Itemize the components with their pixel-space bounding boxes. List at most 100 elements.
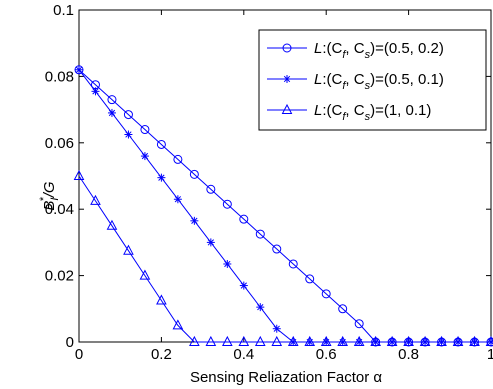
data-point — [239, 214, 249, 224]
data-point — [205, 335, 217, 346]
legend-marker — [283, 75, 291, 83]
legend-label: L:(Cf, Cs)=(1, 0.1) — [314, 102, 431, 123]
data-point — [107, 95, 117, 105]
data-point — [206, 238, 215, 247]
y-axis-label-sup: * — [38, 197, 50, 202]
data-point — [156, 139, 166, 149]
legend-label-subscript: f — [342, 80, 346, 92]
legend-item-3: L:(Cf, Cs)=(1, 0.1) — [267, 102, 431, 123]
data-point — [255, 229, 265, 239]
legend-label-italic: L — [314, 40, 322, 57]
legend-box — [258, 29, 487, 131]
data-point — [173, 154, 183, 164]
legend-label-italic: L — [314, 71, 322, 88]
data-point — [206, 184, 216, 194]
legend-item-1: L:(Cf, Cs)=(0.5, 0.2) — [267, 40, 444, 61]
data-point — [370, 335, 381, 346]
legend-label-subscript: s — [365, 49, 371, 61]
data-point — [123, 110, 133, 120]
y-tick-label: 0.06 — [45, 135, 74, 152]
data-point — [173, 195, 182, 204]
series-group — [73, 65, 493, 347]
data-point — [124, 130, 133, 139]
data-point — [287, 335, 299, 346]
x-tick-label: 0.2 — [151, 346, 172, 363]
data-point — [338, 304, 348, 314]
x-tick-label: 1 — [487, 346, 493, 363]
x-axis-label: Sensing Reliazation Factor α — [190, 369, 382, 386]
data-point — [107, 108, 116, 117]
data-point — [238, 335, 250, 346]
data-point — [436, 335, 447, 346]
data-point — [337, 335, 349, 346]
data-point — [140, 152, 149, 161]
data-point — [272, 324, 281, 333]
data-point — [222, 199, 232, 209]
y-axis-label-main: B — [41, 201, 58, 211]
data-point — [354, 319, 364, 329]
x-tick-label: 0.4 — [233, 346, 254, 363]
legend-label-text: :(C — [322, 71, 342, 88]
axis-ticks: 0 0.2 0.4 0.6 0.8 1 0 0.02 0.04 0.06 0.08 0.1 — [45, 2, 493, 363]
y-tick-label: 0 — [66, 334, 74, 351]
series-3 — [73, 169, 493, 346]
data-point — [403, 335, 414, 346]
legend-label-text: , C — [345, 40, 364, 57]
x-tick-label: 0 — [75, 346, 83, 363]
y-tick-label: 0.04 — [45, 201, 74, 218]
legend-label-text: )=(0.5, 0.1) — [370, 71, 444, 88]
data-point — [90, 194, 101, 205]
data-point — [157, 173, 166, 182]
y-tick-label: 0.1 — [53, 2, 74, 19]
legend-label-subscript: f — [342, 49, 346, 61]
legend-label-subscript: s — [365, 111, 371, 123]
data-point — [172, 319, 184, 330]
data-point — [140, 125, 150, 135]
legend-label-text: , C — [345, 71, 364, 88]
legend-label-text: :(C — [322, 40, 342, 57]
x-tick-label: 0.8 — [398, 346, 419, 363]
data-point — [386, 335, 398, 346]
data-point — [321, 289, 331, 299]
data-point — [190, 216, 199, 225]
y-tick-label: 0.02 — [45, 268, 74, 285]
legend: L:(Cf, Cs)=(0.5, 0.2)L:(Cf, Cs)=(0.5, 0.… — [258, 29, 487, 131]
data-point — [189, 169, 199, 179]
legend-marker — [282, 43, 292, 53]
data-point — [320, 335, 332, 346]
data-point — [419, 335, 431, 346]
legend-label-text: )=(0.5, 0.2) — [370, 40, 444, 57]
data-point — [254, 335, 266, 346]
data-point — [75, 65, 83, 74]
legend-label-text: , C — [345, 102, 364, 119]
data-point — [221, 335, 233, 346]
data-point — [223, 259, 232, 268]
x-tick-label: 0.6 — [316, 346, 337, 363]
legend-label-subscript: f — [342, 111, 346, 123]
legend-label-text: )=(1, 0.1) — [370, 102, 431, 119]
svg-text:BI*/G: BI*/G — [38, 181, 61, 211]
data-point — [189, 335, 200, 346]
legend-label: L:(Cf, Cs)=(0.5, 0.2) — [314, 40, 444, 61]
data-point — [239, 281, 248, 290]
legend-label-italic: L — [314, 102, 322, 119]
legend-label-subscript: s — [365, 80, 371, 92]
data-point — [272, 244, 282, 254]
legend-marker — [281, 103, 293, 114]
y-axis-label-rest: /G — [41, 181, 58, 198]
data-point — [91, 87, 100, 96]
data-point — [288, 259, 298, 269]
data-point — [106, 219, 118, 230]
data-point — [73, 169, 85, 180]
data-point — [304, 335, 316, 346]
data-point — [452, 335, 464, 346]
legend-label: L:(Cf, Cs)=(0.5, 0.1) — [314, 71, 444, 92]
data-point — [485, 335, 493, 346]
data-point — [156, 294, 167, 305]
data-point — [469, 335, 480, 346]
data-point — [123, 244, 134, 255]
data-point — [305, 274, 315, 284]
data-point — [256, 303, 265, 312]
data-point — [271, 335, 283, 346]
